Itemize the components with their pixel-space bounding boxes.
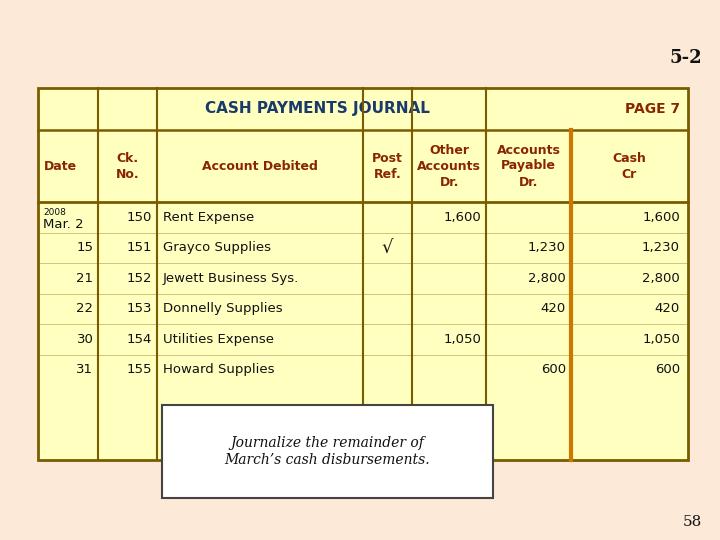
Text: Accounts
Payable
Dr.: Accounts Payable Dr. (497, 144, 561, 188)
Text: 1,230: 1,230 (642, 241, 680, 254)
Text: Donnelly Supplies: Donnelly Supplies (163, 302, 282, 315)
Text: Journalize the remainder of
March’s cash disbursements.: Journalize the remainder of March’s cash… (225, 436, 430, 467)
Bar (161, 405, 493, 498)
Text: Utilities Expense: Utilities Expense (163, 333, 274, 346)
Text: 2,800: 2,800 (642, 272, 680, 285)
Text: 152: 152 (127, 272, 152, 285)
Text: 15: 15 (76, 241, 94, 254)
Text: 58: 58 (683, 515, 702, 529)
Text: 600: 600 (541, 363, 566, 376)
Text: √: √ (382, 239, 393, 256)
Text: 1,230: 1,230 (528, 241, 566, 254)
Text: 153: 153 (127, 302, 152, 315)
Text: 154: 154 (127, 333, 152, 346)
Text: Date: Date (44, 159, 77, 172)
Text: Rent Expense: Rent Expense (163, 211, 254, 224)
Text: 1,050: 1,050 (444, 333, 482, 346)
Text: Account Debited: Account Debited (202, 159, 318, 172)
Text: 31: 31 (76, 363, 94, 376)
Text: 2,800: 2,800 (528, 272, 566, 285)
Text: Cash
Cr: Cash Cr (613, 152, 647, 180)
Text: 1,600: 1,600 (642, 211, 680, 224)
Text: Ck.
No.: Ck. No. (116, 152, 140, 180)
Bar (38, 88, 688, 460)
Text: 5-2: 5-2 (670, 49, 702, 67)
Text: 1,050: 1,050 (642, 333, 680, 346)
Text: Jewett Business Sys.: Jewett Business Sys. (163, 272, 300, 285)
Text: 600: 600 (655, 363, 680, 376)
Text: 21: 21 (76, 272, 94, 285)
Text: 2008: 2008 (43, 208, 66, 217)
Text: 150: 150 (127, 211, 152, 224)
Text: CASH PAYMENTS JOURNAL: CASH PAYMENTS JOURNAL (205, 102, 430, 117)
Text: 155: 155 (127, 363, 152, 376)
Text: 420: 420 (541, 302, 566, 315)
Text: Howard Supplies: Howard Supplies (163, 363, 274, 376)
Text: 1,600: 1,600 (444, 211, 482, 224)
Text: PAGE 7: PAGE 7 (625, 102, 680, 116)
Text: 22: 22 (76, 302, 94, 315)
Text: Post
Ref.: Post Ref. (372, 152, 402, 180)
Text: 151: 151 (127, 241, 152, 254)
Text: Mar. 2: Mar. 2 (43, 218, 84, 231)
Text: 420: 420 (654, 302, 680, 315)
Text: Other
Accounts
Dr.: Other Accounts Dr. (417, 144, 481, 188)
Text: Grayco Supplies: Grayco Supplies (163, 241, 271, 254)
Text: 30: 30 (76, 333, 94, 346)
